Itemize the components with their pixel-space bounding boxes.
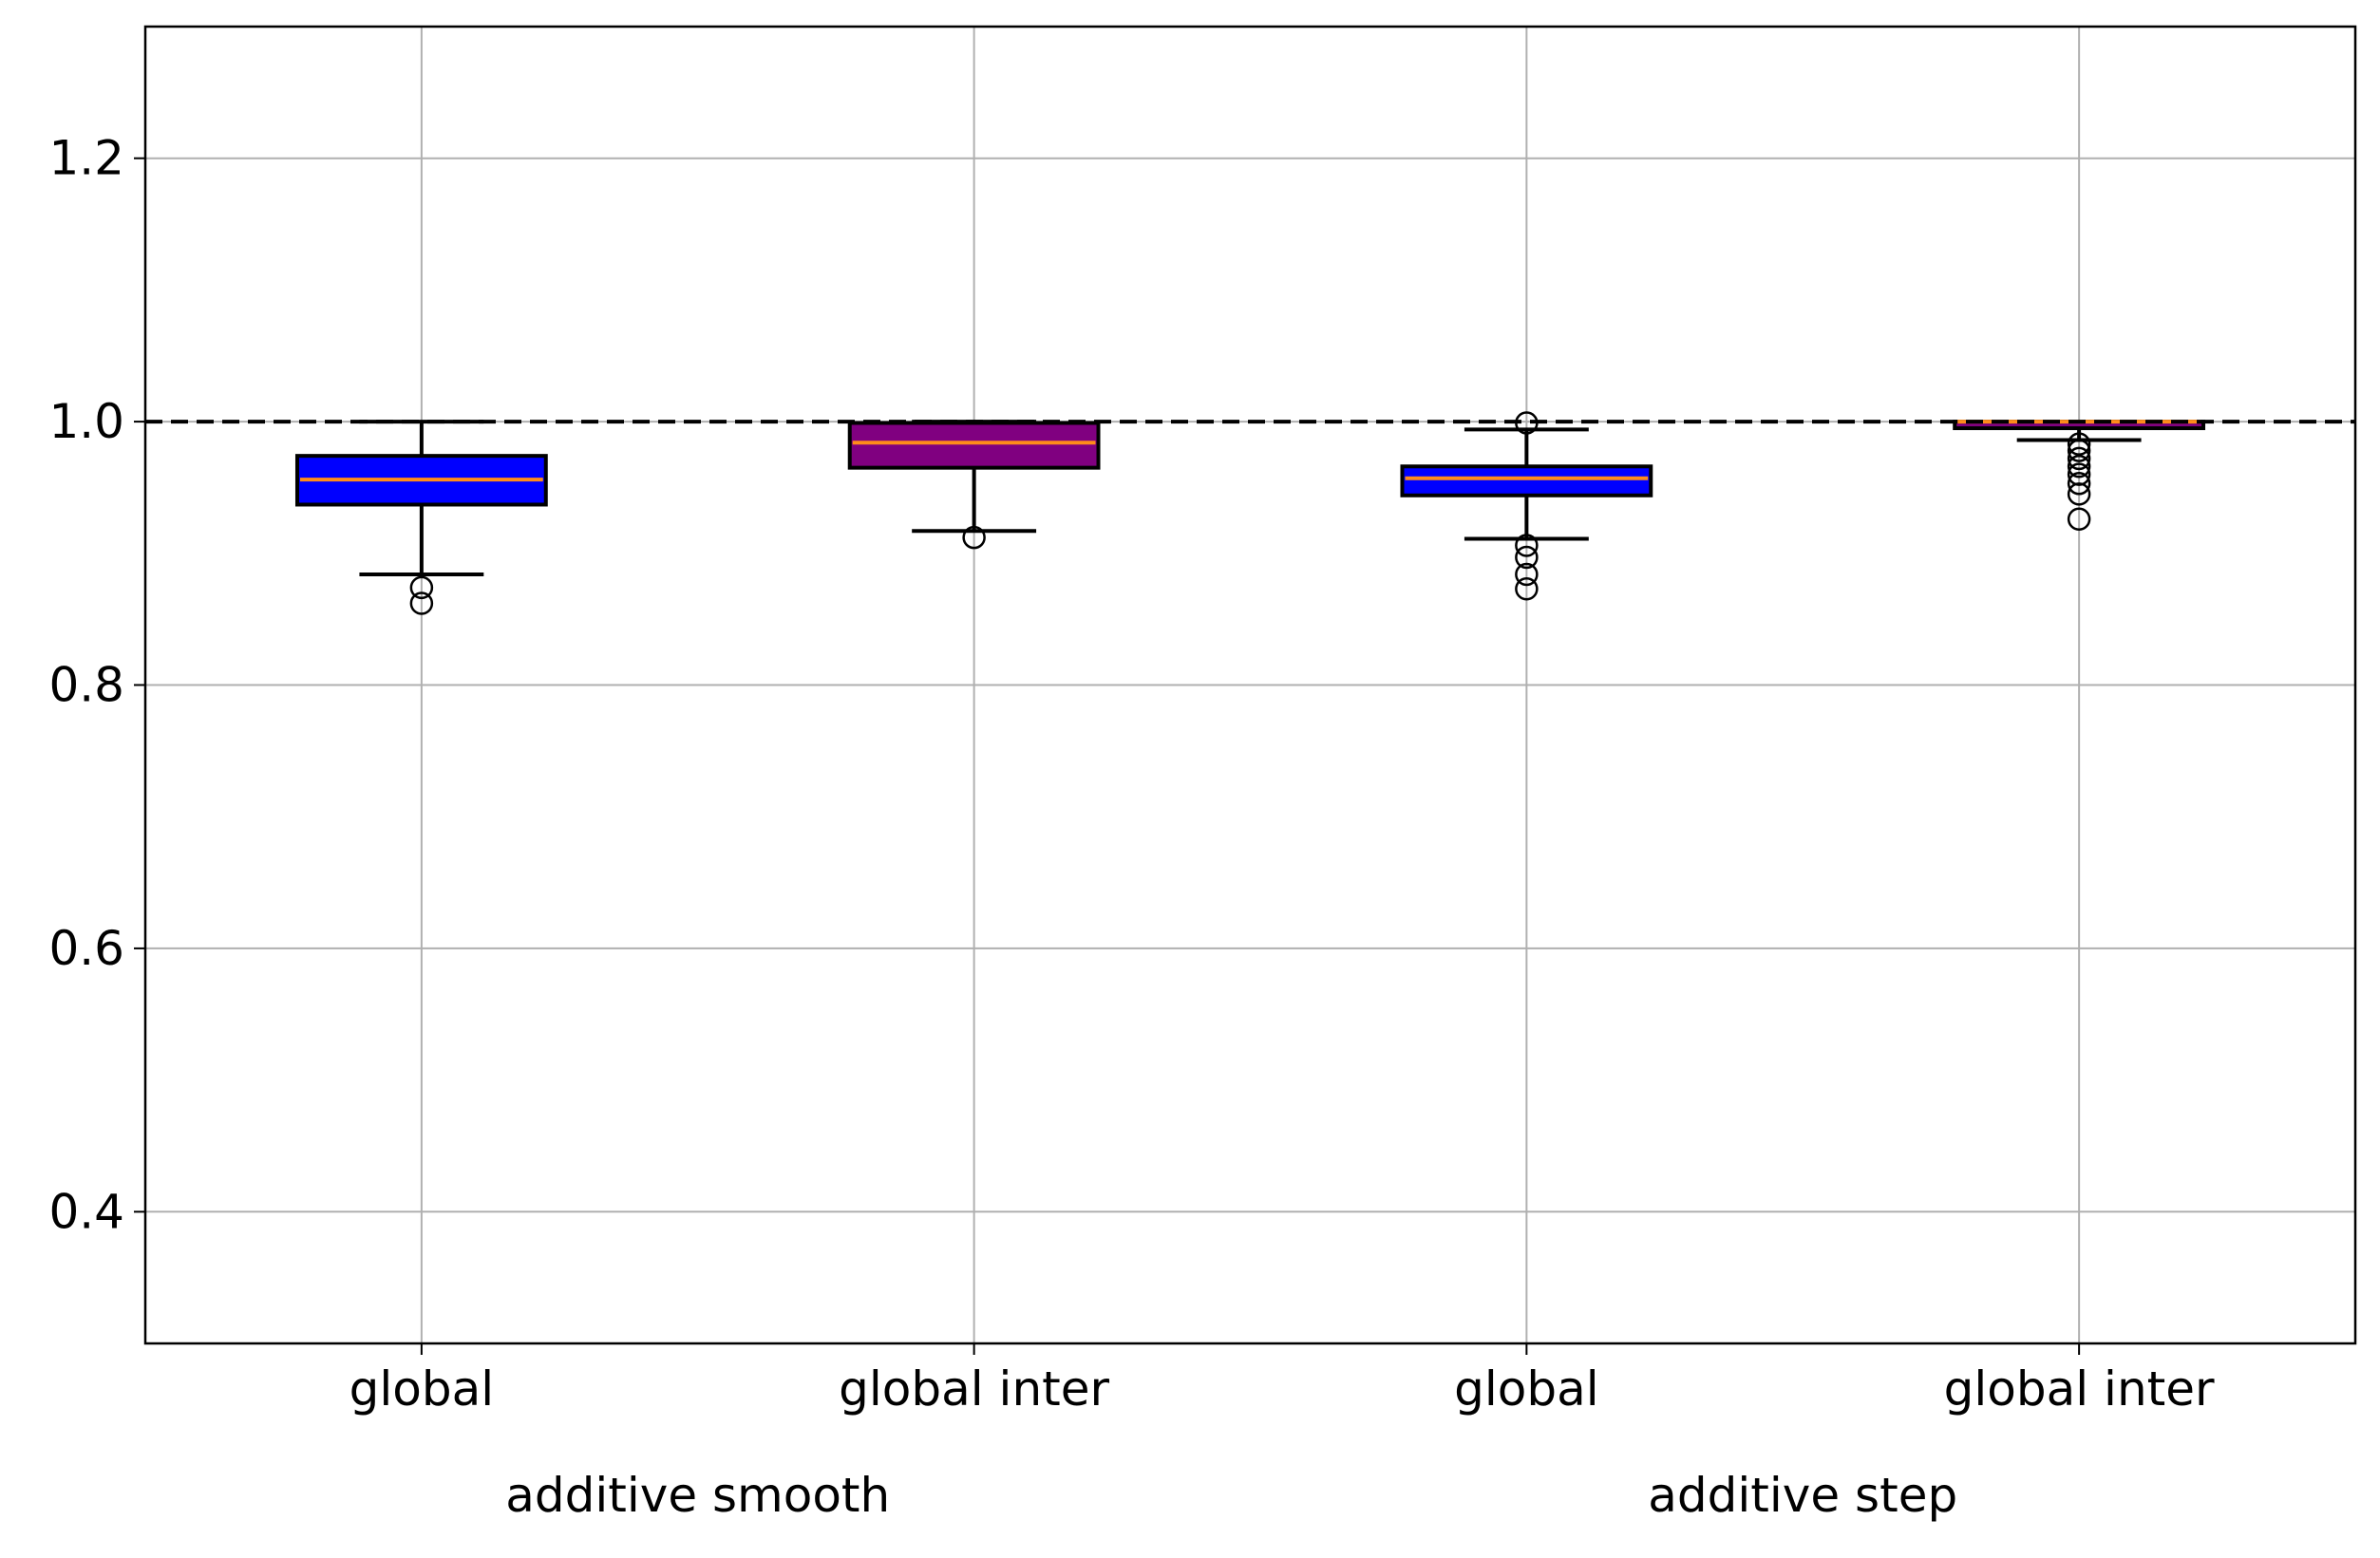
- y-tick-label: 1.0: [48, 394, 124, 449]
- group-label: additive smooth: [505, 1468, 890, 1523]
- outlier-point: [1515, 545, 1539, 570]
- outlier-point: [2067, 482, 2091, 506]
- group-label: additive step: [1648, 1468, 1957, 1523]
- outlier-point: [1515, 534, 1539, 557]
- outlier-point: [2067, 439, 2091, 462]
- outlier-point: [1515, 576, 1539, 601]
- y-tick-label: 0.6: [48, 921, 124, 976]
- box-0: [294, 420, 548, 615]
- outlier-point: [409, 575, 434, 600]
- grid-lines: [145, 27, 2355, 1343]
- outlier-point: [2067, 472, 2091, 496]
- x-axis: global global inter global global inter: [349, 1343, 2215, 1417]
- outlier-point: [962, 525, 986, 550]
- box-1: [847, 420, 1101, 550]
- outlier-point: [2067, 455, 2091, 479]
- x-tick-label: global inter: [839, 1361, 1109, 1417]
- x-tick-label: global: [349, 1361, 495, 1417]
- outlier-point: [2067, 446, 2091, 471]
- plot-frame: [143, 25, 2357, 1345]
- box-2: [1400, 411, 1653, 601]
- outlier-point: [1515, 562, 1539, 587]
- box-body: [1400, 464, 1653, 497]
- y-tick-label: 0.4: [48, 1184, 124, 1239]
- x-tick-label: global: [1454, 1361, 1599, 1417]
- outlier-point: [2067, 432, 2091, 456]
- y-tick-label: 1.2: [48, 131, 124, 186]
- outlier-point: [2067, 507, 2091, 531]
- y-tick-label: 0.8: [48, 658, 124, 713]
- boxes: [294, 411, 2206, 615]
- y-axis: 0.4 0.6 0.8 1.0 1.2: [48, 131, 145, 1239]
- outlier-point: [409, 591, 434, 615]
- box-body: [847, 421, 1101, 470]
- group-labels: additive smooth additive step: [505, 1468, 1957, 1523]
- x-tick-label: global inter: [1944, 1361, 2215, 1417]
